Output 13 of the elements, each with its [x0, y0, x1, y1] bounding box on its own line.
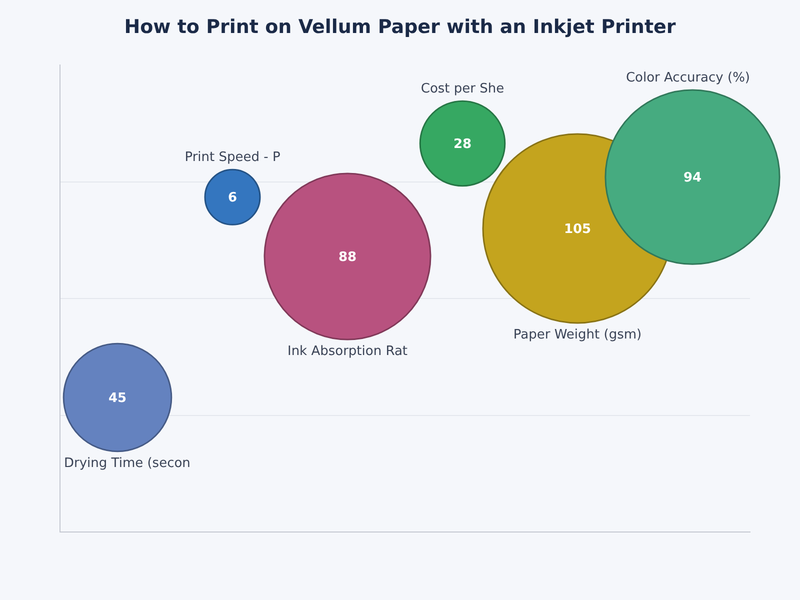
- category-label: Ink Absorption Rat: [287, 344, 408, 359]
- category-label: Paper Weight (gsm): [513, 327, 642, 342]
- data-label: 88: [338, 250, 357, 265]
- data-label: 28: [453, 136, 472, 152]
- category-label: Color Accuracy (%): [626, 70, 750, 86]
- text: How to Print on Vellum Paper with an Inkjet Printer: [124, 16, 676, 38]
- data-label: 6: [228, 190, 238, 206]
- category-label: Drying Time (secon: [64, 456, 190, 471]
- data-label: 45: [108, 390, 127, 406]
- data-label: 105: [564, 222, 592, 237]
- data-label: 94: [683, 170, 702, 186]
- category-label: Cost per She: [420, 81, 504, 96]
- category-label: Print Speed - P: [184, 150, 280, 166]
